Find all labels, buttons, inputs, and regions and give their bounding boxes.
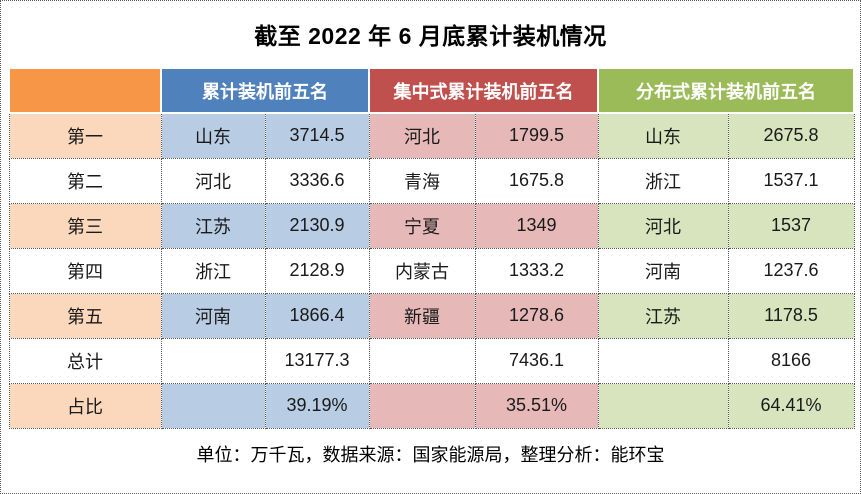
value-cell: 1333.2 (474, 247, 599, 294)
province-cell: 宁夏 (368, 202, 476, 249)
province-cell: 青海 (368, 157, 476, 204)
value-cell: 1178.5 (727, 292, 855, 339)
province-cell: 浙江 (597, 157, 729, 204)
rank-label-cell: 第一 (8, 112, 162, 159)
value-cell: 3714.5 (264, 112, 370, 159)
province-cell: 河北 (368, 112, 476, 159)
table-row-total: 总计 13177.3 7436.1 8166 (8, 337, 855, 384)
value-cell: 2675.8 (727, 112, 855, 159)
total-value-cell: 13177.3 (264, 337, 370, 384)
value-cell: 1237.6 (727, 247, 855, 294)
total-value-cell: 8166 (727, 337, 855, 384)
empty-cell (160, 382, 266, 429)
rank-label-cell: 第二 (8, 157, 162, 204)
rank-label-cell: 第三 (8, 202, 162, 249)
group-header-centralized: 集中式累计装机前五名 (368, 67, 599, 114)
rank-label-cell: 第五 (8, 292, 162, 339)
value-cell: 3336.6 (264, 157, 370, 204)
table-header-row: 累计装机前五名 集中式累计装机前五名 分布式累计装机前五名 (8, 67, 855, 114)
value-cell: 1349 (474, 202, 599, 249)
empty-cell (597, 382, 729, 429)
empty-cell (160, 337, 266, 384)
province-cell: 内蒙古 (368, 247, 476, 294)
share-value-cell: 64.41% (727, 382, 855, 429)
share-label-cell: 占比 (8, 382, 162, 429)
group-header-distributed: 分布式累计装机前五名 (597, 67, 855, 114)
empty-cell (597, 337, 729, 384)
value-cell: 1537 (727, 202, 855, 249)
province-cell: 河南 (597, 247, 729, 294)
province-cell: 河南 (160, 292, 266, 339)
share-value-cell: 39.19% (264, 382, 370, 429)
table-row-rank5: 第五 河南 1866.4 新疆 1278.6 江苏 1178.5 (8, 292, 855, 339)
total-label-cell: 总计 (8, 337, 162, 384)
share-value-cell: 35.51% (474, 382, 599, 429)
province-cell: 河北 (160, 157, 266, 204)
table-row-rank3: 第三 江苏 2130.9 宁夏 1349 河北 1537 (8, 202, 855, 249)
table-row-rank1: 第一 山东 3714.5 河北 1799.5 山东 2675.8 (8, 112, 855, 159)
installed-capacity-table: 累计装机前五名 集中式累计装机前五名 分布式累计装机前五名 第一 山东 3714… (8, 67, 855, 429)
value-cell: 1866.4 (264, 292, 370, 339)
table-footnote: 单位：万千瓦，数据来源：国家能源局，整理分析：能环宝 (196, 444, 665, 465)
empty-cell (368, 382, 476, 429)
table-row-rank4: 第四 浙江 2128.9 内蒙古 1333.2 河南 1237.6 (8, 247, 855, 294)
value-cell: 1675.8 (474, 157, 599, 204)
page-title: 截至 2022 年 6 月底累计装机情况 (254, 23, 607, 49)
province-cell: 河北 (597, 202, 729, 249)
province-cell: 江苏 (160, 202, 266, 249)
table-row-share: 占比 39.19% 35.51% 64.41% (8, 382, 855, 429)
value-cell: 1537.1 (727, 157, 855, 204)
value-cell: 1278.6 (474, 292, 599, 339)
province-cell: 山东 (160, 112, 266, 159)
province-cell: 江苏 (597, 292, 729, 339)
empty-cell (368, 337, 476, 384)
rank-label-cell: 第四 (8, 247, 162, 294)
total-value-cell: 7436.1 (474, 337, 599, 384)
value-cell: 2130.9 (264, 202, 370, 249)
group-header-cumulative: 累计装机前五名 (160, 67, 370, 114)
table-row-rank2: 第二 河北 3336.6 青海 1675.8 浙江 1537.1 (8, 157, 855, 204)
province-cell: 山东 (597, 112, 729, 159)
value-cell: 1799.5 (474, 112, 599, 159)
province-cell: 新疆 (368, 292, 476, 339)
value-cell: 2128.9 (264, 247, 370, 294)
province-cell: 浙江 (160, 247, 266, 294)
corner-cell (8, 67, 162, 114)
